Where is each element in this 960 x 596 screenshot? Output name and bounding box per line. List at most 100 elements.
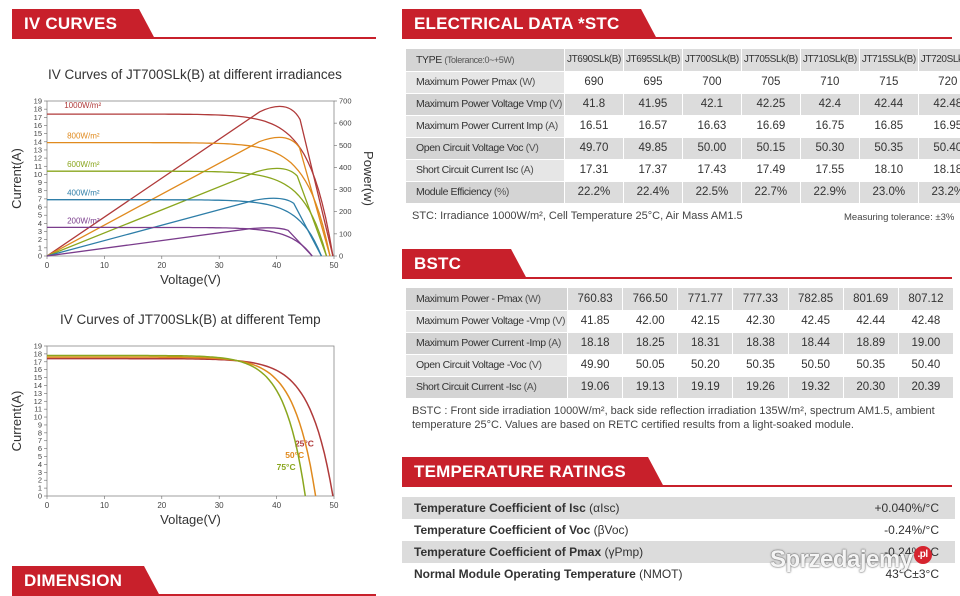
table-cell: 17.37 (623, 159, 683, 182)
temperature-ratings-table: Temperature Coefficient of Isc (αIsc) +0.… (402, 497, 955, 585)
y-tick-label: 2 (38, 235, 42, 244)
row-label: Maximum Power Voltage Vmp (V) (406, 93, 565, 116)
table-cell: 16.69 (741, 115, 801, 138)
y2-axis-label: Power(w) (361, 151, 376, 206)
table-cell: 18.18 (918, 159, 960, 182)
table-cell: 17.31 (564, 159, 624, 182)
row-label: Maximum Power Current -Imp (A) (406, 332, 569, 355)
table-row: Maximum Power - Pmax (W) 760.83 766.50 771.… (406, 288, 955, 311)
series-label: 600W/m² (67, 160, 100, 169)
y-tick-label: 4 (38, 460, 42, 469)
table-cell: 700 (682, 71, 742, 94)
plot-frame (46, 345, 335, 497)
row-unit: (A) (545, 120, 558, 132)
y-tick-label: 4 (38, 219, 42, 228)
y-tick-label: 11 (34, 405, 42, 414)
row-unit: (%) (493, 186, 510, 198)
temperature-symbol: (βVoc) (593, 523, 629, 537)
banner-underline (520, 277, 952, 279)
y-tick-label: 18 (34, 349, 42, 358)
y2-tick-label: 500 (339, 141, 352, 150)
row-label-text: Module Efficiency (416, 186, 492, 198)
table-cell: 50.50 (788, 354, 844, 377)
y-tick-label: 6 (38, 203, 42, 212)
y-tick-label: 16 (34, 121, 42, 130)
iv-curves-heading: IV CURVES (12, 9, 130, 39)
y2-tick-label: 100 (339, 229, 352, 238)
power-curve-series (46, 227, 313, 257)
temperature-label-text: Temperature Coefficient of Pmax (414, 545, 602, 559)
model-header: JT720SLk(B) (918, 49, 960, 72)
banner-underline (150, 594, 376, 596)
temperature-label-text: Normal Module Operating Temperature (414, 567, 636, 581)
temperature-banner: TEMPERATURE RATINGS (402, 457, 664, 487)
table-cell: 50.40 (898, 354, 955, 377)
table-cell: 23.2% (918, 181, 960, 204)
table-cell: 50.35 (732, 354, 789, 377)
tolerance-label: (Tolerance:0~+5W) (444, 54, 515, 65)
y-tick-label: 3 (38, 468, 42, 477)
row-label-text: Maximum Power Pmax (416, 76, 517, 88)
y-tick-label: 18 (34, 105, 42, 114)
row-unit: (V) (549, 98, 562, 110)
row-label-text: Maximum Power Voltage -Vmp (416, 315, 550, 327)
table-cell: 42.00 (622, 310, 679, 333)
iv-curve-series (47, 357, 334, 497)
table-cell: 766.50 (622, 288, 679, 311)
table-cell: 777.33 (732, 288, 789, 311)
bstc-note-line2: temperature 25°C. Values are based on RE… (412, 419, 854, 431)
y-tick-label: 14 (34, 137, 42, 146)
table-cell: 19.19 (677, 376, 734, 399)
table-cell: 19.13 (622, 376, 679, 399)
table-cell: 695 (623, 71, 683, 94)
table-cell: 42.4 (800, 93, 860, 116)
table-cell: 23.0% (859, 181, 919, 204)
y-tick-label: 17 (34, 113, 42, 122)
bstc-heading: BSTC (402, 249, 502, 279)
table-row: Maximum Power Current -Imp (A) 18.18 18.25… (406, 332, 955, 355)
table-cell: 18.10 (859, 159, 919, 182)
series-label: 400W/m² (67, 189, 100, 198)
y-tick-label: 15 (34, 373, 42, 382)
table-cell: 18.18 (567, 332, 624, 355)
x-tick-label: 20 (157, 501, 166, 510)
table-cell: 16.51 (564, 115, 624, 138)
model-header: JT715SLk(B) (859, 49, 919, 72)
dimension-banner: DIMENSION (12, 566, 161, 596)
table-cell: 22.5% (682, 181, 742, 204)
y-tick-label: 0 (38, 252, 42, 261)
power-curve-series (46, 197, 322, 257)
y2-tick-label: 200 (339, 207, 352, 216)
table-cell: 49.85 (623, 137, 683, 160)
y-tick-label: 8 (38, 428, 42, 437)
y-tick-label: 14 (34, 381, 42, 390)
temperature-value: -0.24%/°C (802, 519, 955, 541)
x-tick-label: 0 (45, 501, 50, 510)
temperature-label-text: Temperature Coefficient of Voc (414, 523, 591, 537)
y-tick-label: 9 (38, 420, 42, 429)
model-header: JT690SLk(B) (564, 49, 624, 72)
table-cell: 690 (564, 71, 624, 94)
table-cell: 50.20 (677, 354, 734, 377)
banner-arrow (129, 9, 156, 39)
row-unit: (A) (548, 337, 561, 349)
table-row: Short Circuit Current -Isc (A) 19.06 19.13… (406, 376, 955, 399)
table-cell: 715 (859, 71, 919, 94)
row-label-text: Maximum Power Voltage Vmp (416, 98, 547, 110)
y2-tick-label: 400 (339, 163, 352, 172)
x-tick-label: 0 (45, 261, 50, 270)
series-label: 1000W/m² (64, 101, 101, 110)
type-label: TYPE (416, 53, 442, 66)
table-cell: 49.90 (567, 354, 624, 377)
y-tick-label: 1 (38, 243, 42, 252)
y-tick-label: 15 (34, 129, 42, 138)
table-cell: 50.05 (622, 354, 679, 377)
banner-arrow (637, 457, 664, 487)
table-cell: 41.8 (564, 93, 624, 116)
table-cell: 782.85 (788, 288, 844, 311)
x-tick-label: 40 (272, 501, 281, 510)
dimension-heading: DIMENSION (12, 566, 135, 596)
stc-note: STC: Irradiance 1000W/m², Cell Temperatu… (412, 210, 743, 222)
y-tick-label: 12 (34, 154, 42, 163)
y-tick-label: 1 (38, 484, 42, 493)
